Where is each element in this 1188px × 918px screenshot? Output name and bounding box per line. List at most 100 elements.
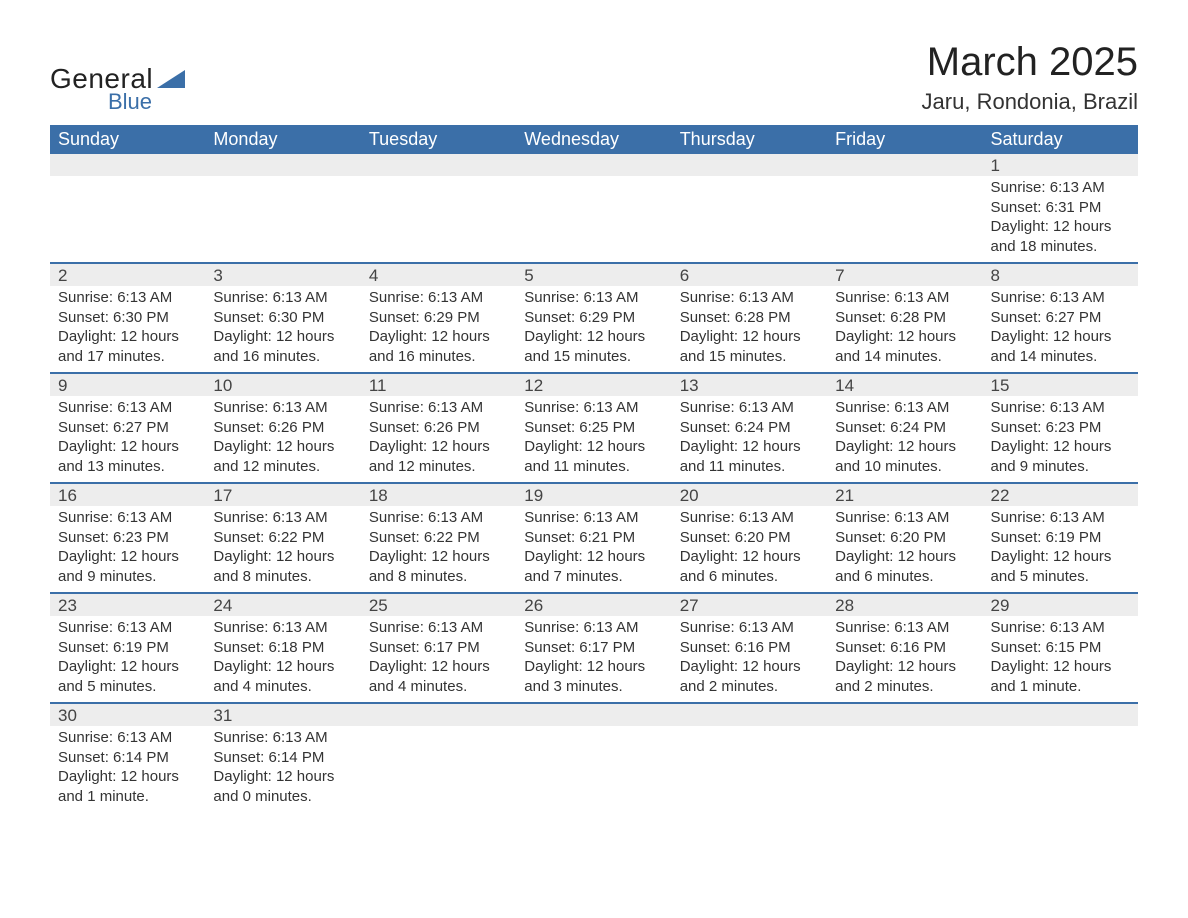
day-day1: Daylight: 12 hours <box>213 657 352 677</box>
day-sunset: Sunset: 6:19 PM <box>991 528 1130 548</box>
calendar-day-cell <box>516 154 671 263</box>
day-day1: Daylight: 12 hours <box>213 327 352 347</box>
day-day1: Daylight: 12 hours <box>835 327 974 347</box>
day-details: Sunrise: 6:13 AMSunset: 6:17 PMDaylight:… <box>516 616 671 702</box>
day-sunrise: Sunrise: 6:13 AM <box>991 178 1130 198</box>
day-sunset: Sunset: 6:17 PM <box>369 638 508 658</box>
day-day2: and 16 minutes. <box>369 347 508 367</box>
day-day2: and 9 minutes. <box>991 457 1130 477</box>
day-number: 29 <box>983 594 1138 616</box>
day-day2: and 7 minutes. <box>524 567 663 587</box>
day-sunrise: Sunrise: 6:13 AM <box>835 508 974 528</box>
day-sunrise: Sunrise: 6:13 AM <box>213 398 352 418</box>
day-number: 19 <box>516 484 671 506</box>
day-header: Friday <box>827 125 982 154</box>
day-sunrise: Sunrise: 6:13 AM <box>213 508 352 528</box>
calendar-day-cell <box>672 703 827 812</box>
day-day1: Daylight: 12 hours <box>835 437 974 457</box>
day-number <box>516 704 671 726</box>
day-sunset: Sunset: 6:16 PM <box>680 638 819 658</box>
day-day1: Daylight: 12 hours <box>524 437 663 457</box>
calendar-day-cell: 18Sunrise: 6:13 AMSunset: 6:22 PMDayligh… <box>361 483 516 593</box>
calendar-day-cell: 4Sunrise: 6:13 AMSunset: 6:29 PMDaylight… <box>361 263 516 373</box>
day-number <box>50 154 205 176</box>
day-details: Sunrise: 6:13 AMSunset: 6:24 PMDaylight:… <box>827 396 982 482</box>
day-details: Sunrise: 6:13 AMSunset: 6:18 PMDaylight:… <box>205 616 360 702</box>
day-number: 15 <box>983 374 1138 396</box>
day-details <box>205 176 360 184</box>
day-sunrise: Sunrise: 6:13 AM <box>991 398 1130 418</box>
day-sunrise: Sunrise: 6:13 AM <box>991 618 1130 638</box>
day-day2: and 2 minutes. <box>680 677 819 697</box>
day-sunset: Sunset: 6:16 PM <box>835 638 974 658</box>
calendar-week-row: 23Sunrise: 6:13 AMSunset: 6:19 PMDayligh… <box>50 593 1138 703</box>
day-day1: Daylight: 12 hours <box>680 657 819 677</box>
day-day2: and 8 minutes. <box>213 567 352 587</box>
day-details: Sunrise: 6:13 AMSunset: 6:28 PMDaylight:… <box>672 286 827 372</box>
day-details <box>672 726 827 734</box>
day-sunset: Sunset: 6:27 PM <box>991 308 1130 328</box>
day-number <box>672 154 827 176</box>
day-day1: Daylight: 12 hours <box>58 437 197 457</box>
day-day2: and 13 minutes. <box>58 457 197 477</box>
day-day2: and 16 minutes. <box>213 347 352 367</box>
day-day2: and 18 minutes. <box>991 237 1130 257</box>
day-sunset: Sunset: 6:30 PM <box>58 308 197 328</box>
day-day1: Daylight: 12 hours <box>524 327 663 347</box>
calendar-day-cell: 16Sunrise: 6:13 AMSunset: 6:23 PMDayligh… <box>50 483 205 593</box>
calendar-day-cell <box>50 154 205 263</box>
day-day1: Daylight: 12 hours <box>680 547 819 567</box>
calendar-day-cell: 22Sunrise: 6:13 AMSunset: 6:19 PMDayligh… <box>983 483 1138 593</box>
calendar-day-cell: 29Sunrise: 6:13 AMSunset: 6:15 PMDayligh… <box>983 593 1138 703</box>
day-number <box>827 704 982 726</box>
day-day1: Daylight: 12 hours <box>524 657 663 677</box>
day-day2: and 5 minutes. <box>58 677 197 697</box>
day-details <box>50 176 205 184</box>
day-details: Sunrise: 6:13 AMSunset: 6:29 PMDaylight:… <box>361 286 516 372</box>
day-number: 30 <box>50 704 205 726</box>
day-details: Sunrise: 6:13 AMSunset: 6:16 PMDaylight:… <box>672 616 827 702</box>
day-sunset: Sunset: 6:29 PM <box>524 308 663 328</box>
day-sunrise: Sunrise: 6:13 AM <box>58 728 197 748</box>
day-sunset: Sunset: 6:24 PM <box>835 418 974 438</box>
day-day2: and 15 minutes. <box>680 347 819 367</box>
day-sunrise: Sunrise: 6:13 AM <box>369 398 508 418</box>
day-details: Sunrise: 6:13 AMSunset: 6:19 PMDaylight:… <box>983 506 1138 592</box>
day-sunset: Sunset: 6:27 PM <box>58 418 197 438</box>
day-sunset: Sunset: 6:26 PM <box>369 418 508 438</box>
day-number: 23 <box>50 594 205 616</box>
day-number: 17 <box>205 484 360 506</box>
day-details: Sunrise: 6:13 AMSunset: 6:19 PMDaylight:… <box>50 616 205 702</box>
day-day2: and 11 minutes. <box>524 457 663 477</box>
day-details: Sunrise: 6:13 AMSunset: 6:28 PMDaylight:… <box>827 286 982 372</box>
day-sunrise: Sunrise: 6:13 AM <box>835 398 974 418</box>
day-details: Sunrise: 6:13 AMSunset: 6:31 PMDaylight:… <box>983 176 1138 262</box>
day-sunset: Sunset: 6:23 PM <box>991 418 1130 438</box>
day-number: 5 <box>516 264 671 286</box>
day-number: 6 <box>672 264 827 286</box>
day-sunset: Sunset: 6:28 PM <box>835 308 974 328</box>
day-number <box>361 704 516 726</box>
logo: General Blue <box>50 63 185 115</box>
calendar-day-cell <box>827 154 982 263</box>
calendar-week-row: 2Sunrise: 6:13 AMSunset: 6:30 PMDaylight… <box>50 263 1138 373</box>
day-day2: and 6 minutes. <box>680 567 819 587</box>
day-sunset: Sunset: 6:26 PM <box>213 418 352 438</box>
day-sunrise: Sunrise: 6:13 AM <box>58 288 197 308</box>
day-number: 3 <box>205 264 360 286</box>
logo-triangle-icon <box>157 70 185 93</box>
day-details: Sunrise: 6:13 AMSunset: 6:24 PMDaylight:… <box>672 396 827 482</box>
day-details: Sunrise: 6:13 AMSunset: 6:29 PMDaylight:… <box>516 286 671 372</box>
location-subtitle: Jaru, Rondonia, Brazil <box>922 89 1138 115</box>
day-day2: and 6 minutes. <box>835 567 974 587</box>
day-day1: Daylight: 12 hours <box>213 437 352 457</box>
calendar-day-cell: 7Sunrise: 6:13 AMSunset: 6:28 PMDaylight… <box>827 263 982 373</box>
day-day2: and 9 minutes. <box>58 567 197 587</box>
day-sunrise: Sunrise: 6:13 AM <box>524 618 663 638</box>
calendar-day-cell: 11Sunrise: 6:13 AMSunset: 6:26 PMDayligh… <box>361 373 516 483</box>
day-sunrise: Sunrise: 6:13 AM <box>835 618 974 638</box>
calendar-day-cell <box>827 703 982 812</box>
day-number: 20 <box>672 484 827 506</box>
day-sunrise: Sunrise: 6:13 AM <box>680 398 819 418</box>
day-sunrise: Sunrise: 6:13 AM <box>58 618 197 638</box>
